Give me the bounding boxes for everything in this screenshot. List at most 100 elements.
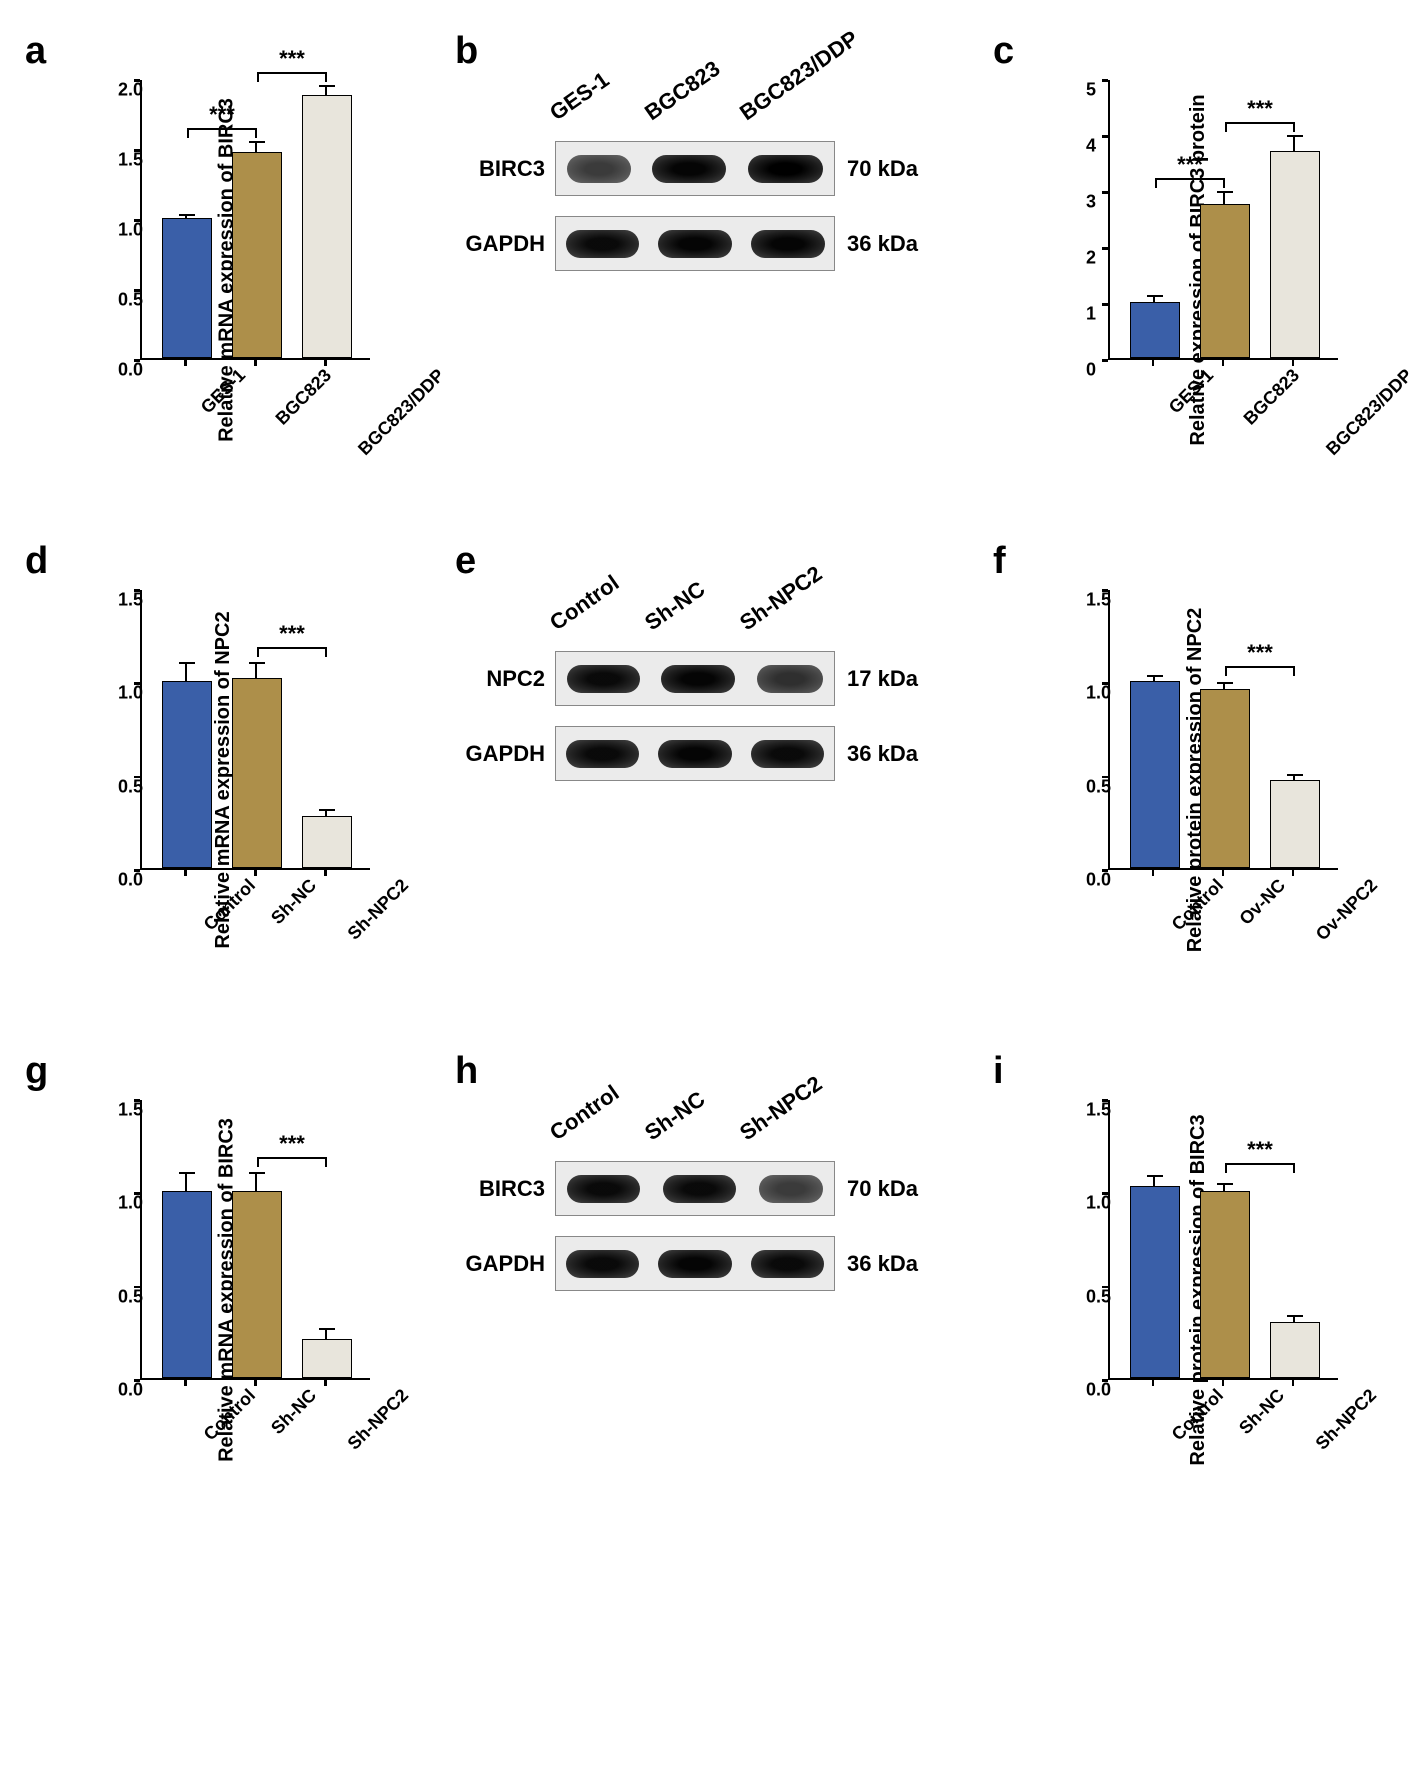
y-tick-label: 0.0 <box>118 360 143 381</box>
lane-label: Sh-NC <box>640 1070 733 1146</box>
x-tick-label: Sh-NPC2 <box>1312 1385 1381 1454</box>
band <box>567 665 640 693</box>
panel-label: g <box>25 1050 48 1093</box>
x-tick-label: BGC823/DDP <box>354 365 449 460</box>
lane-label: BGC823/DDP <box>735 50 828 126</box>
sig-bracket <box>187 128 257 138</box>
lane-label: GES-1 <box>545 50 638 126</box>
bar <box>162 681 212 868</box>
error-bar <box>255 663 257 678</box>
y-tick-label: 1.0 <box>1086 683 1111 704</box>
error-bar <box>255 142 257 152</box>
band <box>663 1175 736 1203</box>
band <box>748 155 823 183</box>
x-tick-label: Ov-NC <box>1235 875 1289 929</box>
x-tick-label: Sh-NC <box>267 875 321 929</box>
sig-label: *** <box>1247 1137 1273 1163</box>
error-cap <box>1287 1315 1303 1317</box>
band <box>658 740 732 768</box>
blot-row: GAPDH 36 kDa <box>460 726 940 781</box>
blot-strip <box>555 726 835 781</box>
x-tick-label: Sh-NPC2 <box>344 1385 413 1454</box>
band <box>751 230 825 258</box>
band <box>567 155 631 183</box>
error-cap <box>319 1328 335 1330</box>
plot-area: ****** <box>1108 80 1338 360</box>
barchart-f: Relative protein expression of NPC2***0.… <box>1048 550 1388 1010</box>
y-tick-label: 3 <box>1086 192 1096 213</box>
blot-lane-header: ControlSh-NCSh-NPC2 <box>560 1120 940 1146</box>
sig-bracket <box>257 72 327 82</box>
plot-area: *** <box>140 1100 370 1380</box>
bar <box>1270 151 1320 358</box>
error-cap <box>249 141 265 143</box>
band <box>658 1250 732 1278</box>
error-cap <box>319 809 335 811</box>
band <box>566 1250 639 1278</box>
sig-bracket <box>1225 1163 1295 1173</box>
error-cap <box>179 1172 195 1174</box>
sig-bracket <box>257 647 327 657</box>
y-tick-label: 5 <box>1086 80 1096 101</box>
bar <box>302 1339 352 1378</box>
panel-f: f Relative protein expression of NPC2***… <box>998 550 1388 1010</box>
error-bar <box>185 1173 187 1192</box>
bar <box>1200 1191 1250 1378</box>
panel-i: i Relative protein expression of BIRC3**… <box>998 1060 1388 1520</box>
panel-label: e <box>455 540 476 583</box>
y-tick-label: 0.0 <box>1086 870 1111 891</box>
error-cap <box>179 214 195 216</box>
lane-label: Control <box>545 560 638 636</box>
panel-label: c <box>993 30 1014 73</box>
blot-h: ControlSh-NCSh-NPC2BIRC370 kDaGAPDH36 kD… <box>460 1120 940 1291</box>
bar <box>232 1191 282 1378</box>
error-cap <box>249 662 265 664</box>
protein-label: GAPDH <box>460 741 555 767</box>
lane-label: Control <box>545 1070 638 1146</box>
band <box>757 665 823 693</box>
y-tick-label: 1.5 <box>1086 1100 1111 1121</box>
y-tick-label: 0.5 <box>118 1286 143 1307</box>
band <box>567 1175 640 1203</box>
protein-label: BIRC3 <box>460 1176 555 1202</box>
bar <box>232 678 282 868</box>
band <box>751 1250 824 1278</box>
bar <box>1200 204 1250 358</box>
y-tick-label: 2.0 <box>118 80 143 101</box>
blot-strip <box>555 651 835 706</box>
panel-label: h <box>455 1050 478 1093</box>
error-cap <box>1147 675 1163 677</box>
kda-label: 70 kDa <box>835 1176 918 1202</box>
sig-label: *** <box>279 46 305 72</box>
sig-label: *** <box>1177 152 1203 178</box>
band <box>652 155 726 183</box>
sig-bracket <box>1155 178 1225 188</box>
error-bar <box>255 1173 257 1192</box>
sig-bracket <box>257 1157 327 1167</box>
lane-label: Sh-NPC2 <box>735 1070 828 1146</box>
error-bar <box>325 1329 327 1338</box>
blot-strip <box>555 1161 835 1216</box>
plot-area: *** <box>1108 590 1338 870</box>
bar <box>1270 780 1320 868</box>
lane-label: Sh-NC <box>640 560 733 636</box>
band <box>566 230 639 258</box>
x-tick-label: BGC823 <box>272 365 336 429</box>
error-cap <box>179 662 195 664</box>
x-tick-label: Ov-NPC2 <box>1312 875 1382 945</box>
blot-strip <box>555 141 835 196</box>
sig-bracket <box>1225 122 1295 132</box>
blot-row: NPC217 kDa <box>460 651 940 706</box>
band <box>566 740 639 768</box>
y-tick-label: 1.5 <box>118 590 143 611</box>
plot-area: *** <box>1108 1100 1338 1380</box>
y-tick-label: 0.0 <box>118 1380 143 1401</box>
panel-e: e ControlSh-NCSh-NPC2NPC217 kDaGAPDH36 k… <box>460 550 958 1010</box>
blot-row: BIRC3 70 kDa <box>460 1161 940 1216</box>
blot-strip <box>555 1236 835 1291</box>
panel-label: d <box>25 540 48 583</box>
error-cap <box>1217 1183 1233 1185</box>
y-tick-label: 1 <box>1086 304 1096 325</box>
panel-g: g Relative mRNA expression of BIRC3***0.… <box>30 1060 420 1520</box>
kda-label: 36 kDa <box>835 741 918 767</box>
